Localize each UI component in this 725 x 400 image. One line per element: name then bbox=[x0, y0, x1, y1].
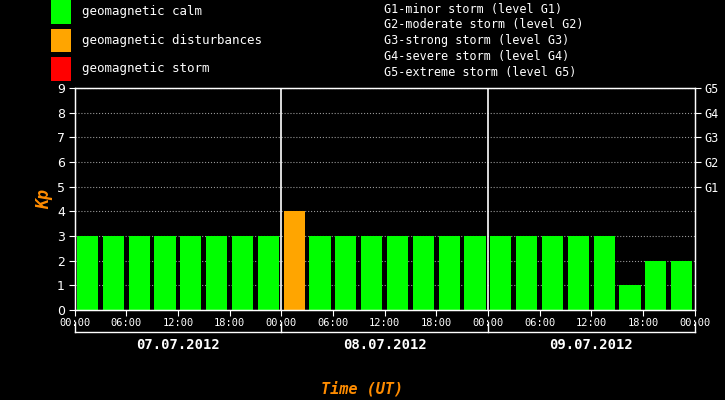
Text: 07.07.2012: 07.07.2012 bbox=[136, 338, 220, 352]
Bar bbox=[439, 236, 460, 310]
Text: 08.07.2012: 08.07.2012 bbox=[343, 338, 426, 352]
Bar bbox=[465, 236, 486, 310]
Bar bbox=[671, 261, 692, 310]
Bar bbox=[181, 236, 202, 310]
Text: 09.07.2012: 09.07.2012 bbox=[550, 338, 633, 352]
FancyBboxPatch shape bbox=[51, 0, 71, 24]
Bar bbox=[206, 236, 228, 310]
Bar bbox=[310, 236, 331, 310]
Bar bbox=[619, 285, 641, 310]
Text: geomagnetic disturbances: geomagnetic disturbances bbox=[82, 34, 262, 47]
Bar bbox=[490, 236, 511, 310]
Text: G5-extreme storm (level G5): G5-extreme storm (level G5) bbox=[384, 66, 576, 79]
Bar bbox=[568, 236, 589, 310]
Text: geomagnetic calm: geomagnetic calm bbox=[82, 5, 202, 18]
Bar bbox=[387, 236, 408, 310]
Bar bbox=[335, 236, 357, 310]
Text: G3-strong storm (level G3): G3-strong storm (level G3) bbox=[384, 34, 570, 48]
Bar bbox=[283, 211, 304, 310]
Bar bbox=[103, 236, 124, 310]
Bar bbox=[594, 236, 615, 310]
Bar bbox=[258, 236, 279, 310]
Text: G4-severe storm (level G4): G4-severe storm (level G4) bbox=[384, 50, 570, 63]
Bar bbox=[645, 261, 666, 310]
Bar bbox=[361, 236, 382, 310]
Text: G2-moderate storm (level G2): G2-moderate storm (level G2) bbox=[384, 18, 584, 32]
Text: Time (UT): Time (UT) bbox=[321, 380, 404, 396]
FancyBboxPatch shape bbox=[51, 28, 71, 52]
Bar bbox=[413, 236, 434, 310]
Bar bbox=[542, 236, 563, 310]
Bar bbox=[154, 236, 175, 310]
Bar bbox=[516, 236, 537, 310]
Bar bbox=[128, 236, 150, 310]
Text: geomagnetic storm: geomagnetic storm bbox=[82, 62, 210, 75]
Y-axis label: Kp: Kp bbox=[35, 189, 53, 209]
FancyBboxPatch shape bbox=[51, 57, 71, 81]
Bar bbox=[232, 236, 253, 310]
Bar bbox=[77, 236, 98, 310]
Text: G1-minor storm (level G1): G1-minor storm (level G1) bbox=[384, 2, 563, 16]
